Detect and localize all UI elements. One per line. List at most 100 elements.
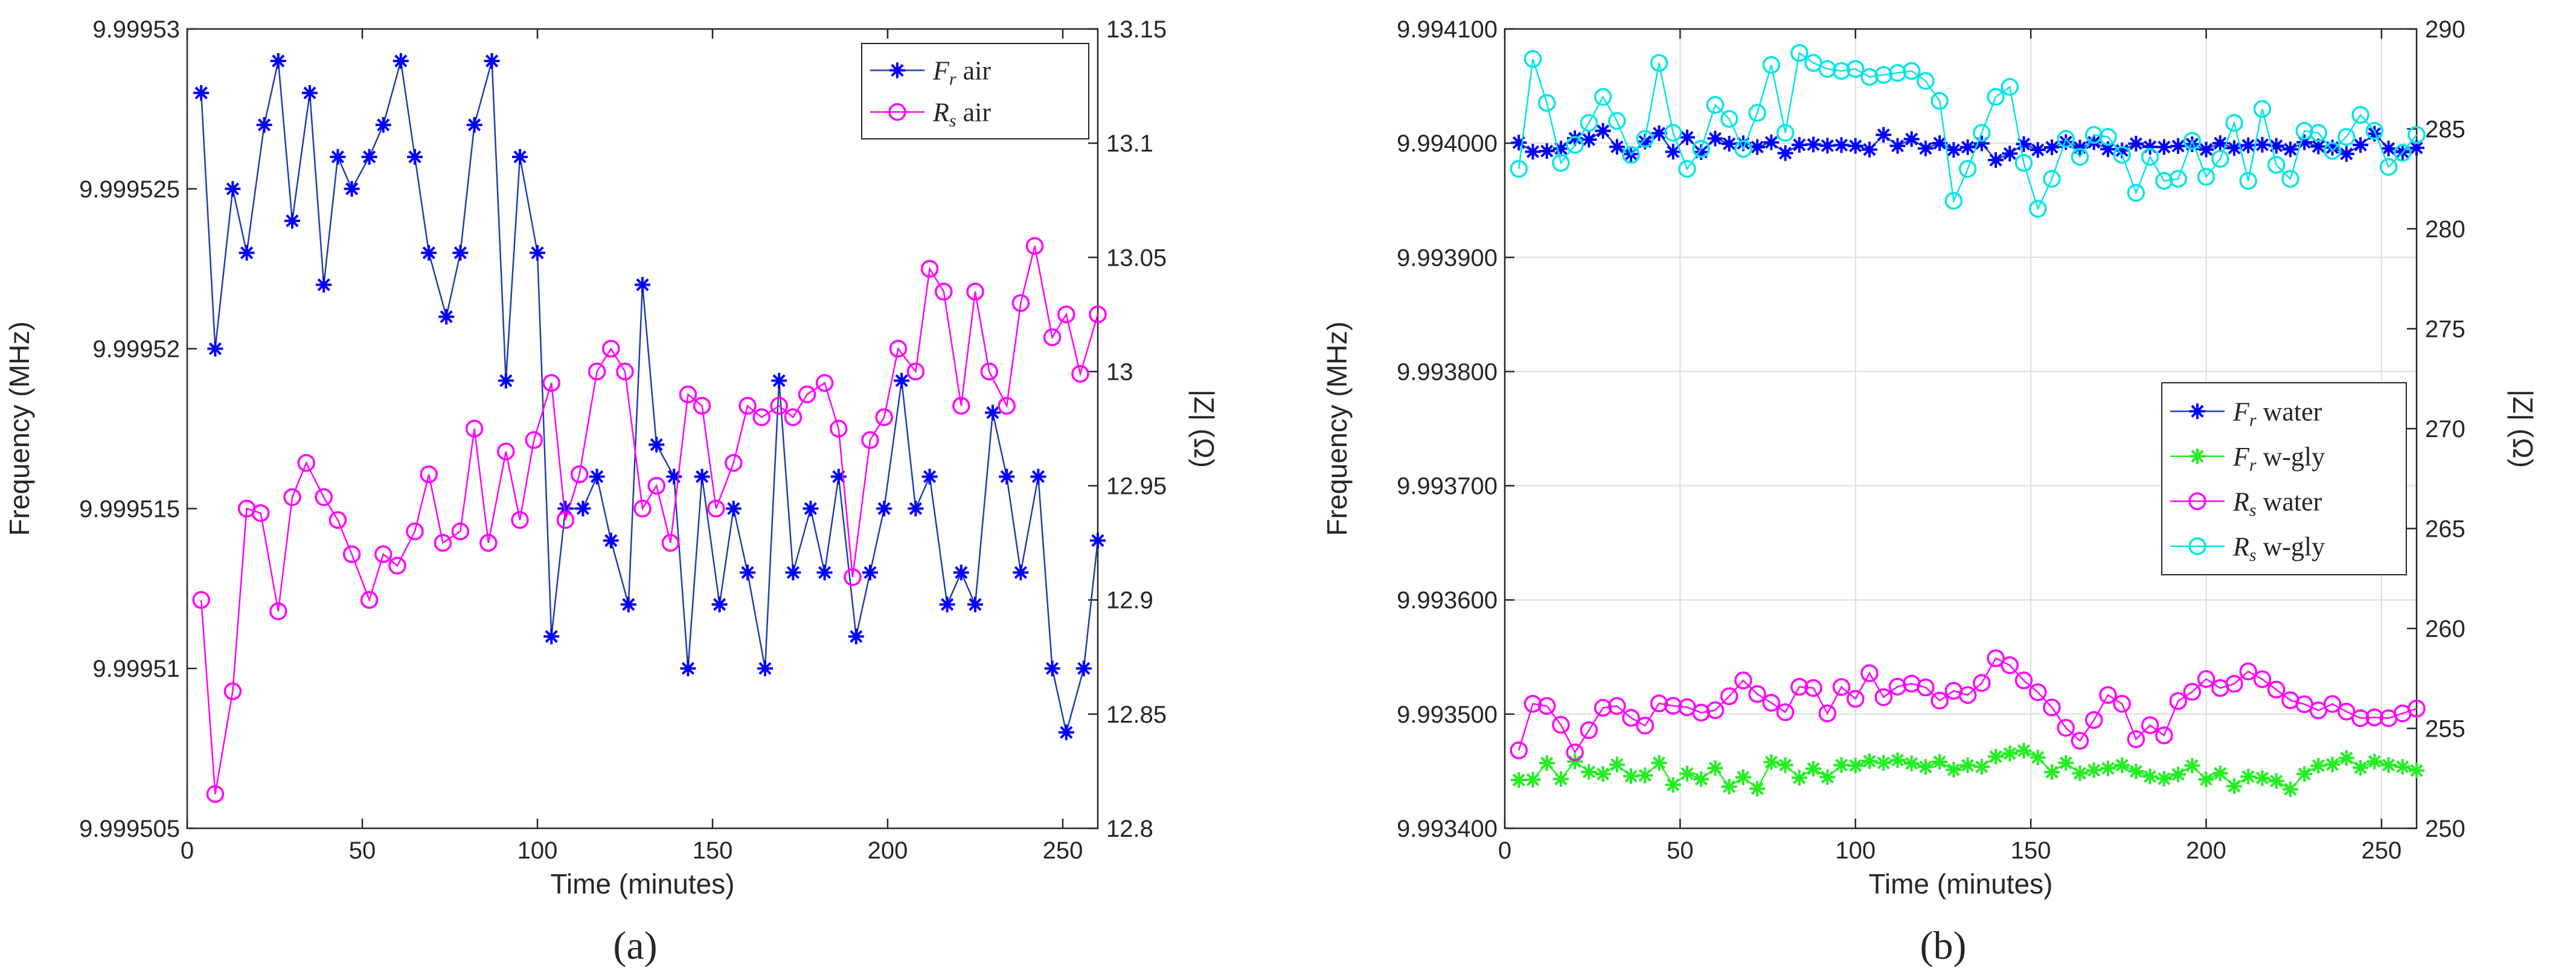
marker-stroke: [2073, 767, 2087, 780]
series-line: [1517, 51, 2417, 211]
legend-label-main: F: [932, 56, 950, 86]
data-point: [2212, 766, 2228, 782]
legend-entry: Rs air: [870, 98, 991, 131]
legend-label-sub: s: [2249, 500, 2257, 520]
marker-stroke: [1568, 132, 1581, 145]
data-point: [1805, 136, 1822, 153]
data-point: [2169, 692, 2187, 710]
marker-stroke: [1947, 763, 1960, 776]
data-point: [1958, 159, 1977, 178]
data-point: [1959, 139, 1976, 155]
data-point: [2309, 124, 2328, 142]
marker-stroke: [2410, 141, 2423, 155]
marker-stroke: [1961, 758, 1975, 772]
data-point: [530, 245, 545, 261]
data-point: [1090, 532, 1106, 549]
data-point: [1735, 769, 1751, 785]
data-point: [2254, 136, 2270, 153]
marker-stroke: [208, 342, 222, 356]
data-point: [1804, 679, 1822, 697]
data-point: [1959, 757, 1976, 773]
legend-label-rest: water: [2257, 487, 2322, 516]
data-point: [2353, 759, 2369, 776]
data-point: [2183, 132, 2202, 150]
marker-stroke: [1554, 142, 1568, 155]
legend-marker: [2188, 492, 2206, 510]
data-point: [2379, 158, 2398, 176]
data-point: [785, 564, 801, 581]
y-tick-label: 9.993800: [1397, 359, 1498, 385]
marker-stroke: [317, 278, 330, 292]
data-point: [1693, 771, 1709, 787]
data-point: [1860, 664, 1879, 682]
marker-stroke: [650, 438, 663, 452]
data-point: [2156, 139, 2172, 155]
data-point: [1930, 92, 1949, 110]
data-point: [438, 309, 455, 325]
marker-stroke: [1624, 769, 1638, 783]
legend-marker: [2190, 403, 2205, 420]
data-point: [575, 500, 591, 517]
data-point: [952, 397, 970, 415]
series-f-r-w-gly: [1511, 743, 2424, 798]
data-point: [2240, 769, 2257, 785]
marker-stroke: [2101, 762, 2115, 775]
data-point: [998, 397, 1016, 415]
marker-stroke: [1947, 143, 1960, 156]
data-point: [1720, 110, 1738, 128]
y2-axis-label: |Z| (Ω): [1188, 389, 1220, 468]
y2-tick-label: 285: [2425, 117, 2465, 143]
data-point: [1805, 761, 1822, 777]
marker-stroke: [2326, 758, 2339, 771]
y2-tick-label: 280: [2425, 216, 2465, 243]
data-point: [2113, 145, 2131, 164]
marker-stroke: [1751, 140, 1764, 154]
panel-b: 0 50 100 150 200 250 9.993400 9.993500 9.993600 9…: [1321, 16, 2539, 900]
data-point: [465, 420, 484, 438]
data-point: [1721, 778, 1737, 795]
data-point: [1664, 697, 1682, 715]
data-point: [1862, 753, 1877, 769]
data-point: [815, 374, 834, 392]
data-point: [1594, 699, 1612, 717]
data-point: [1594, 88, 1612, 106]
marker-stroke: [1708, 132, 1722, 145]
data-point: [2310, 758, 2327, 774]
data-point: [2058, 755, 2074, 771]
marker-stroke: [408, 150, 421, 164]
data-point: [1707, 130, 1723, 147]
legend-label-sub: r: [949, 69, 956, 89]
data-point: [1917, 72, 1935, 90]
data-point: [1790, 677, 1809, 696]
legend-label-rest: air: [956, 56, 992, 86]
data-point: [2212, 135, 2228, 152]
y-tick-label: 9.99952: [92, 336, 180, 363]
marker-stroke: [440, 310, 453, 324]
marker-stroke: [1779, 758, 1792, 772]
x-tick-label: 200: [868, 837, 908, 864]
data-point: [1973, 674, 1991, 692]
data-point: [2183, 683, 2202, 701]
data-point: [2351, 106, 2369, 124]
data-point: [1748, 685, 1766, 703]
data-point: [707, 499, 725, 518]
marker-stroke: [1680, 130, 1694, 144]
marker-stroke: [2382, 142, 2395, 155]
data-point: [2254, 770, 2270, 786]
data-point: [1678, 159, 1696, 178]
data-point: [2226, 778, 2242, 795]
x-tick-label: 200: [2186, 837, 2226, 864]
data-point: [862, 564, 878, 581]
y-tick-label: 9.994100: [1397, 16, 1498, 43]
data-point: [1988, 749, 2004, 765]
legend-label-rest: w-gly: [2257, 532, 2325, 561]
data-point: [876, 500, 892, 517]
data-point: [2353, 137, 2369, 153]
marker-stroke: [1793, 138, 1806, 152]
legend-marker: [2188, 537, 2206, 555]
marker-stroke: [1737, 770, 1750, 784]
legend-label-main: F: [2232, 397, 2250, 426]
marker-stroke: [2228, 779, 2241, 793]
data-point: [1721, 136, 1737, 152]
